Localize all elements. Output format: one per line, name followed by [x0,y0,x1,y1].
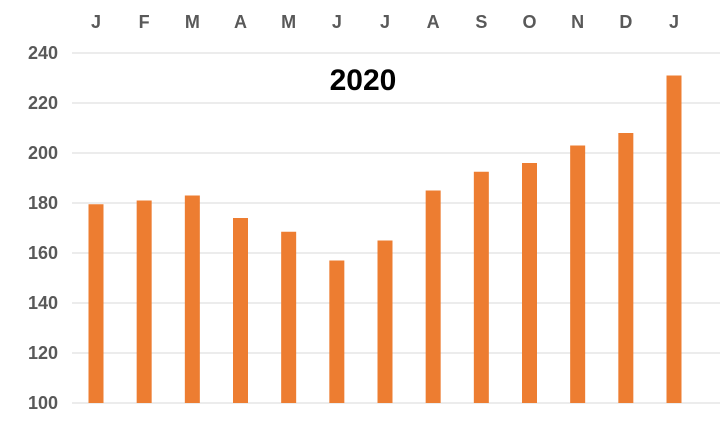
x-tick-label: M [281,12,296,32]
x-tick-label: S [475,12,487,32]
bar [281,231,297,403]
bar [618,133,634,403]
y-tick-label: 220 [28,93,58,113]
bar [136,200,152,403]
y-tick-label: 160 [28,243,58,263]
y-tick-label: 200 [28,143,58,163]
bar [425,190,441,403]
bar [184,195,200,403]
chart-title: 2020 [330,64,397,97]
bar [377,240,393,403]
x-tick-label: O [522,12,536,32]
x-tick-label: J [380,12,390,32]
y-tick-label: 140 [28,293,58,313]
x-tick-label: J [91,12,101,32]
bar [666,75,682,403]
y-tick-label: 240 [28,43,58,63]
bar [570,145,586,403]
bar [473,171,489,403]
bar [522,163,537,403]
gridlines [72,52,720,404]
y-tick-label: 180 [28,193,58,213]
bar [329,260,345,403]
bar [88,204,104,403]
x-tick-label: A [427,12,440,32]
bars [88,75,682,403]
x-tick-label: D [619,12,632,32]
x-tick-label: N [571,12,584,32]
bar [233,218,248,403]
x-tick-label: J [669,12,679,32]
x-tick-label: J [332,12,342,32]
y-tick-label: 100 [28,393,58,413]
x-tick-label: A [234,12,247,32]
y-tick-label: 120 [28,343,58,363]
x-tick-label: F [139,12,150,32]
x-tick-label: M [185,12,200,32]
y-axis-ticks: 100 120 140 160 180 200 220 240 [28,43,58,413]
